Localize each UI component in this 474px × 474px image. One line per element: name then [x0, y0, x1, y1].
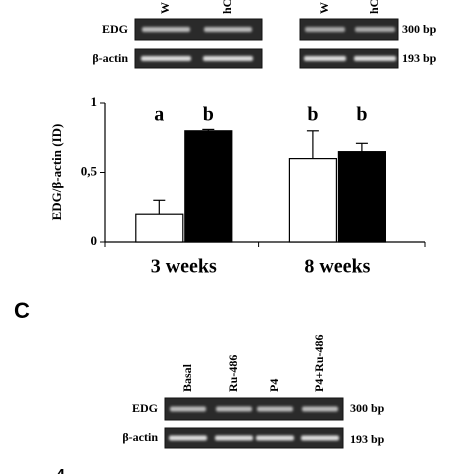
significance-letter: a	[154, 104, 164, 126]
gel-band	[141, 56, 191, 61]
row-label: EDG	[132, 401, 158, 415]
gel-row	[299, 48, 399, 69]
size-label: 193 bp	[350, 432, 385, 446]
size-label: 193 bp	[402, 51, 437, 65]
x-tick-label: 8 weeks	[304, 256, 370, 278]
y-axis-label: EDG/β-actin (ID)	[49, 124, 64, 221]
gel-row	[164, 427, 344, 449]
x-tick-label: 3 weeks	[151, 256, 217, 278]
gel-band	[169, 435, 207, 441]
gel-band	[257, 406, 293, 412]
gel-row	[299, 18, 399, 41]
gel-band	[355, 27, 395, 32]
lane-label: Ru-486	[226, 355, 240, 392]
lane-label: hC	[220, 0, 234, 14]
significance-letter: b	[307, 104, 318, 126]
gel-band	[301, 435, 339, 441]
panel-label: C	[14, 298, 30, 323]
gel-band	[203, 56, 253, 61]
row-label: β-actin	[92, 51, 128, 65]
y-tick-label: 0,5	[81, 163, 98, 178]
gel-row	[134, 48, 263, 69]
gel-band	[305, 27, 345, 32]
gel-band	[304, 56, 346, 61]
gel-band	[142, 27, 190, 32]
gel-band	[216, 406, 252, 412]
bar	[337, 151, 386, 243]
lane-label: W	[317, 2, 331, 14]
size-label: 300 bp	[350, 401, 385, 415]
next-panel-fragment: 4	[56, 467, 65, 474]
bar	[184, 130, 233, 243]
gel-band	[204, 27, 252, 32]
gel-band	[354, 56, 396, 61]
significance-letter: b	[356, 104, 367, 126]
size-label: 300 bp	[402, 22, 437, 36]
significance-letter: b	[203, 104, 214, 126]
lane-label: W	[158, 2, 172, 14]
lane-label: Basal	[180, 363, 194, 392]
lane-label: P4	[267, 379, 281, 392]
lane-label: hC	[367, 0, 381, 14]
lane-label: P4+Ru-486	[312, 334, 326, 392]
bar	[135, 213, 184, 243]
row-label: β-actin	[122, 430, 158, 444]
gel-band	[170, 406, 206, 412]
y-tick-label: 1	[91, 94, 98, 109]
gel-band	[302, 406, 338, 412]
gel-band	[256, 435, 294, 441]
row-label: EDG	[102, 22, 128, 36]
y-tick-label: 0	[91, 233, 98, 248]
gel-band	[215, 435, 253, 441]
gel-row	[164, 397, 344, 421]
gel-row	[134, 18, 263, 41]
bar	[288, 158, 337, 243]
